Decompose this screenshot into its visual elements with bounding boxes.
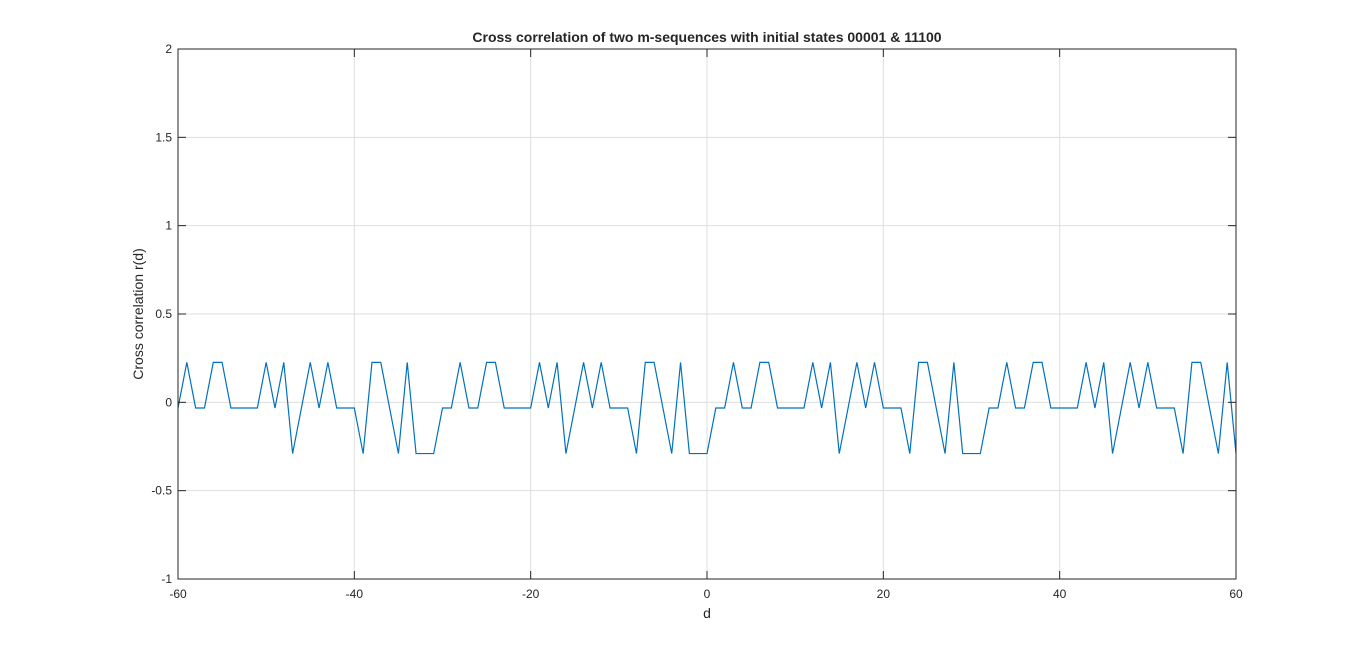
y-tick-label: -1: [161, 572, 172, 586]
y-axis-label: Cross correlation r(d): [130, 248, 146, 379]
x-tick-label: -40: [346, 587, 364, 601]
y-tick-label: 0.5: [155, 307, 172, 321]
series-line-0: [177, 361, 1237, 455]
x-tick-label: 20: [877, 587, 891, 601]
y-tick-labels: -1 -0.5 0 0.5 1 1.5 2: [151, 42, 172, 586]
chart-title: Cross correlation of two m-sequences wit…: [472, 29, 941, 45]
y-tick-label: 2: [165, 42, 172, 56]
series-lines: [177, 361, 1237, 455]
x-tick-label: 40: [1053, 587, 1067, 601]
y-tick-label: 0: [165, 395, 172, 409]
x-axis-label: d: [703, 605, 711, 621]
y-tick-label: 1: [165, 219, 172, 233]
y-tick-label: -0.5: [151, 484, 172, 498]
x-tick-labels: -60 -40 -20 0 20 40 60: [169, 587, 1243, 601]
plot-area: -60 -40 -20 0 20 40 60 -1 -0.5 0 0.5 1 1.5 2: [151, 42, 1243, 601]
x-tick-label: 60: [1229, 587, 1243, 601]
y-tick-label: 1.5: [155, 130, 172, 144]
x-tick-label: -20: [522, 587, 540, 601]
x-tick-label: 0: [704, 587, 711, 601]
tick-marks: [177, 48, 1237, 580]
x-tick-label: -60: [169, 587, 187, 601]
